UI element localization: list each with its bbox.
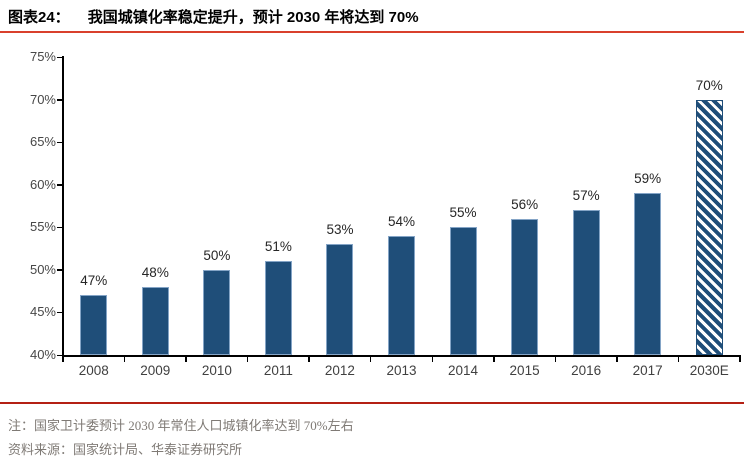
x-axis-tick: [739, 357, 741, 362]
y-tick-label: 60%: [29, 176, 56, 192]
x-axis-tick: [246, 357, 249, 362]
x-tick-label: 2016: [571, 363, 602, 378]
x-tick-label: 2008: [78, 363, 109, 378]
y-tick-label: 75%: [29, 49, 56, 64]
x-tick-label: 2015: [509, 363, 540, 378]
bar-value-label: 50%: [203, 247, 231, 263]
bar: [572, 210, 600, 355]
bar-value-label: 51%: [264, 239, 292, 255]
x-axis-line: [62, 355, 741, 357]
y-axis-line: [62, 56, 64, 357]
y-axis-tick: [57, 141, 63, 144]
x-tick-label: 2014: [448, 363, 479, 378]
y-tick-label: 70%: [29, 91, 56, 107]
x-axis-tick: [369, 357, 372, 362]
x-tick-label: 2030E: [689, 363, 729, 378]
x-axis-tick: [62, 357, 64, 362]
figure-source: 资料来源：国家统计局、华泰证券研究所: [8, 442, 243, 457]
x-axis-tick: [185, 357, 187, 362]
x-tick-label: 2009: [140, 363, 171, 378]
x-axis-tick: [554, 357, 557, 362]
x-tick-label: 2010: [201, 363, 232, 378]
figure-header: 图表24： 我国城镇化率稳定提升，预计 2030 年将达到 70%: [8, 6, 736, 27]
x-tick-label: 2017: [632, 363, 663, 378]
urbanization-bar-chart: 40% 45% 50% 55% 60% 65% 70% 75% 47% 2008 48% 2009 50…: [29, 49, 741, 378]
y-tick-label: 65%: [29, 134, 56, 150]
x-axis-tick: [616, 357, 618, 362]
x-axis-tick: [431, 357, 434, 362]
figure-title: 我国城镇化率稳定提升，预计 2030 年将达到 70%: [87, 9, 419, 26]
x-axis-tick: [308, 357, 310, 362]
bar-forecast: [695, 99, 723, 355]
y-axis-tick: [57, 269, 63, 271]
x-tick-label: 2013: [386, 363, 417, 378]
bar: [388, 235, 415, 355]
bar-value-label: 70%: [695, 77, 723, 93]
y-axis-tick: [57, 184, 63, 186]
bar-value-label: 53%: [326, 222, 354, 238]
bar-value-label: 59%: [634, 171, 662, 187]
bar-value-label: 48%: [141, 264, 169, 280]
bar-value-label: 47%: [80, 273, 108, 289]
header-rule: [0, 31, 744, 33]
bar: [80, 295, 108, 355]
figure-note: 注：国家卫计委预计 2030 年常住人口城镇化率达到 70%左右: [8, 418, 354, 433]
y-axis-tick: [57, 354, 63, 356]
footer-rule: [0, 402, 744, 404]
bar-value-label: 55%: [449, 205, 477, 221]
x-axis-tick: [493, 357, 495, 362]
x-axis-tick: [123, 357, 126, 362]
x-tick-label: 2012: [324, 363, 355, 378]
bar-value-label: 57%: [572, 188, 600, 204]
x-axis-tick: [677, 357, 680, 362]
y-tick-label: 40%: [29, 347, 56, 362]
bar: [203, 269, 231, 355]
x-tick-label: 2011: [263, 363, 293, 378]
bar-value-label: 56%: [511, 196, 539, 212]
bar: [634, 193, 662, 355]
bar: [264, 261, 292, 355]
y-axis-tick: [57, 99, 63, 101]
y-axis-tick: [57, 311, 63, 314]
figure-number: 图表24：: [8, 9, 70, 26]
y-axis-tick: [57, 56, 63, 58]
y-tick-label: 55%: [29, 219, 56, 235]
y-tick-label: 50%: [29, 261, 56, 277]
bar: [449, 227, 477, 355]
y-axis-tick: [57, 226, 63, 229]
bar-value-label: 54%: [387, 213, 416, 229]
bar: [326, 244, 354, 355]
y-tick-label: 45%: [29, 304, 56, 320]
bar: [511, 218, 539, 355]
bar: [141, 286, 169, 355]
